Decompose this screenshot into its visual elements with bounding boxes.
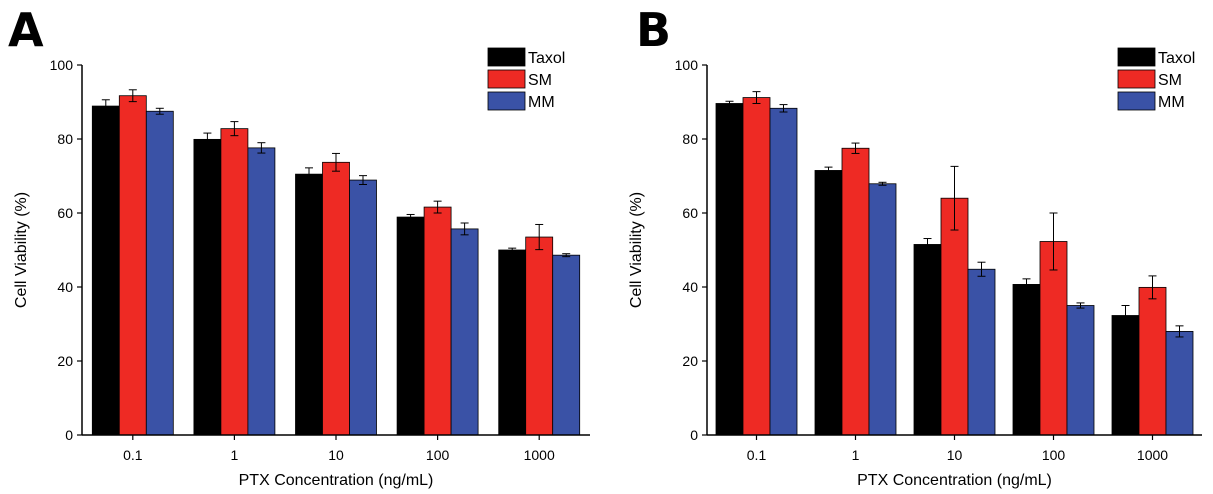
bar-sm-100: [423, 206, 452, 436]
x-tick-label: 10: [947, 447, 963, 463]
y-tick-label: 0: [65, 427, 73, 443]
bar-taxol-0.1: [91, 105, 120, 436]
x-tick-label: 1000: [1137, 447, 1168, 463]
bar-taxol-1: [814, 170, 843, 436]
y-axis-title: Cell Viability (%): [628, 192, 645, 308]
legend-swatch-sm: [487, 69, 526, 89]
bar-mm-10: [349, 179, 377, 436]
bar-mm-1000: [552, 254, 581, 436]
bar-sm-1: [220, 128, 249, 436]
bar-taxol-100: [396, 216, 425, 436]
bar-sm-1000: [1138, 286, 1167, 436]
x-tick-label: 100: [1042, 447, 1066, 463]
bar-mm-1: [247, 147, 276, 436]
y-axis-title: Cell Viability (%): [13, 192, 30, 308]
y-tick-label: 100: [675, 57, 699, 73]
legend-swatch-mm: [487, 91, 526, 111]
bar-mm-1: [868, 183, 897, 436]
x-tick-label: 1: [852, 447, 860, 463]
x-axis-title: PTX Concentration (ng/mL): [857, 472, 1052, 489]
legend: Taxol SM MM: [1117, 47, 1195, 111]
x-tick-label: 0.1: [123, 447, 143, 463]
x-tick-label: 1: [231, 447, 239, 463]
bar-mm-100: [1066, 305, 1095, 436]
bar-taxol-10: [913, 244, 942, 436]
panel-label: B: [636, 3, 671, 57]
y-tick-label: 100: [50, 57, 74, 73]
bar-taxol-1000: [498, 249, 527, 436]
y-tick-label: 80: [682, 131, 698, 147]
bar-taxol-1000: [1111, 315, 1140, 436]
legend-swatch-taxol: [1117, 47, 1156, 67]
bar-sm-0.1: [742, 97, 771, 436]
y-tick-label: 80: [57, 131, 73, 147]
bar-mm-10: [967, 268, 996, 436]
bar-taxol-1: [193, 138, 222, 436]
y-tick-label: 40: [57, 279, 73, 295]
y-tick-label: 0: [690, 427, 698, 443]
bar-mm-1000: [1165, 330, 1194, 436]
bar-taxol-0.1: [715, 103, 744, 436]
legend-label-sm: SM: [528, 72, 552, 89]
legend-swatch-sm: [1117, 69, 1156, 89]
bar-sm-0.1: [118, 95, 147, 436]
legend-swatch-mm: [1117, 91, 1156, 111]
legend-label-taxol: Taxol: [1158, 50, 1195, 67]
legend-label-mm: MM: [1158, 94, 1185, 111]
x-tick-label: 0.1: [747, 447, 767, 463]
y-tick-label: 20: [57, 353, 73, 369]
legend-label-sm: SM: [1158, 72, 1182, 89]
chart-panel-a: A 0.1 1 10 100 1000 0 20 40 60 80 100 Cell Viability…: [8, 3, 590, 489]
bar-sm-10: [322, 161, 350, 436]
bar-mm-0.1: [145, 110, 174, 436]
bar-mm-100: [450, 228, 479, 436]
y-tick-label: 60: [682, 205, 698, 221]
bar-taxol-100: [1012, 284, 1041, 436]
legend: Taxol SM MM: [487, 47, 565, 111]
bar-sm-100: [1039, 241, 1068, 436]
x-tick-label: 10: [328, 447, 344, 463]
chart-panel-b: B 0.1 1 10 100 1000 0 20 40 60 80 100 Cell Viability…: [628, 3, 1202, 489]
legend-label-taxol: Taxol: [528, 50, 565, 67]
y-tick-label: 60: [57, 205, 73, 221]
bar-sm-10: [940, 197, 969, 436]
bar-sm-1: [841, 147, 870, 436]
panel-label: A: [8, 3, 44, 57]
bar-mm-0.1: [769, 107, 798, 436]
x-axis-title: PTX Concentration (ng/mL): [239, 472, 434, 489]
bar-taxol-10: [295, 173, 323, 436]
legend-label-mm: MM: [528, 94, 555, 111]
x-tick-label: 100: [426, 447, 450, 463]
y-tick-label: 20: [682, 353, 698, 369]
bar-sm-1000: [525, 236, 554, 436]
legend-swatch-taxol: [487, 47, 526, 67]
x-tick-label: 1000: [524, 447, 555, 463]
y-tick-label: 40: [682, 279, 698, 295]
